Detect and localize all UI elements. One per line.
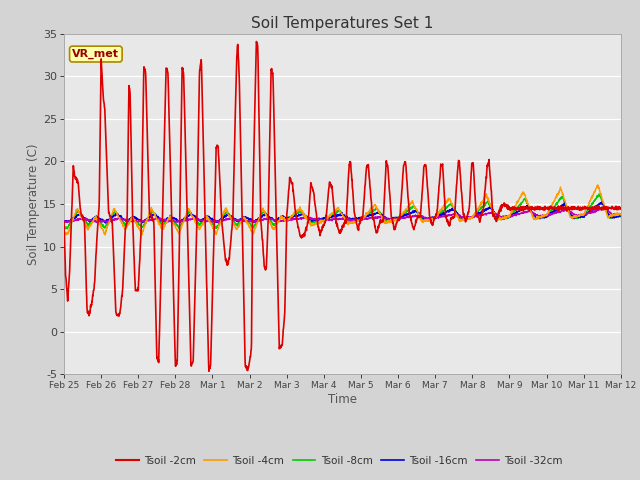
Tsoil -4cm xyxy=(594,182,602,188)
Tsoil -4cm xyxy=(504,213,512,218)
Tsoil -2cm xyxy=(205,368,212,374)
Tsoil -16cm xyxy=(216,217,223,223)
Tsoil -8cm xyxy=(617,214,625,220)
Tsoil -8cm xyxy=(61,226,68,232)
Tsoil -32cm xyxy=(359,216,367,222)
Legend: Tsoil -2cm, Tsoil -4cm, Tsoil -8cm, Tsoil -16cm, Tsoil -32cm: Tsoil -2cm, Tsoil -4cm, Tsoil -8cm, Tsoi… xyxy=(112,452,566,470)
Tsoil -2cm xyxy=(505,205,513,211)
Tsoil -4cm xyxy=(617,211,625,216)
Line: Tsoil -2cm: Tsoil -2cm xyxy=(64,42,621,371)
Tsoil -2cm xyxy=(617,205,625,211)
Tsoil -2cm xyxy=(584,205,591,211)
Tsoil -2cm xyxy=(216,172,223,178)
Tsoil -4cm xyxy=(359,216,367,222)
Tsoil -4cm xyxy=(216,222,223,228)
Tsoil -4cm xyxy=(371,202,379,208)
Y-axis label: Soil Temperature (C): Soil Temperature (C) xyxy=(27,143,40,265)
Title: Soil Temperatures Set 1: Soil Temperatures Set 1 xyxy=(252,16,433,31)
Tsoil -4cm xyxy=(101,232,109,238)
Tsoil -16cm xyxy=(60,219,68,225)
Tsoil -32cm xyxy=(371,215,379,221)
Tsoil -8cm xyxy=(359,215,367,221)
Tsoil -16cm xyxy=(584,211,591,216)
Tsoil -16cm xyxy=(598,199,606,205)
X-axis label: Time: Time xyxy=(328,393,357,406)
Line: Tsoil -4cm: Tsoil -4cm xyxy=(64,185,621,235)
Tsoil -8cm xyxy=(371,207,379,213)
Tsoil -16cm xyxy=(504,215,512,220)
Tsoil -16cm xyxy=(102,220,109,226)
Tsoil -32cm xyxy=(568,210,575,216)
Tsoil -32cm xyxy=(584,211,591,217)
Text: VR_met: VR_met xyxy=(72,49,119,59)
Tsoil -32cm xyxy=(216,218,223,224)
Tsoil -16cm xyxy=(359,216,367,221)
Tsoil -32cm xyxy=(600,204,608,210)
Tsoil -2cm xyxy=(253,39,260,45)
Line: Tsoil -32cm: Tsoil -32cm xyxy=(64,207,621,223)
Tsoil -4cm xyxy=(60,232,68,238)
Tsoil -8cm xyxy=(504,215,512,221)
Tsoil -2cm xyxy=(568,207,576,213)
Tsoil -32cm xyxy=(504,214,512,219)
Tsoil -4cm xyxy=(584,204,591,209)
Tsoil -8cm xyxy=(216,218,223,224)
Tsoil -8cm xyxy=(60,226,68,231)
Line: Tsoil -8cm: Tsoil -8cm xyxy=(64,194,621,229)
Tsoil -4cm xyxy=(568,216,575,221)
Tsoil -32cm xyxy=(93,220,100,226)
Tsoil -16cm xyxy=(568,213,575,219)
Tsoil -2cm xyxy=(371,223,379,229)
Tsoil -2cm xyxy=(60,219,68,225)
Line: Tsoil -16cm: Tsoil -16cm xyxy=(64,202,621,223)
Tsoil -8cm xyxy=(584,207,591,213)
Tsoil -32cm xyxy=(60,218,68,224)
Tsoil -16cm xyxy=(371,211,379,216)
Tsoil -32cm xyxy=(617,211,625,217)
Tsoil -8cm xyxy=(568,215,575,221)
Tsoil -2cm xyxy=(359,213,367,218)
Tsoil -8cm xyxy=(595,191,603,197)
Tsoil -16cm xyxy=(617,213,625,219)
